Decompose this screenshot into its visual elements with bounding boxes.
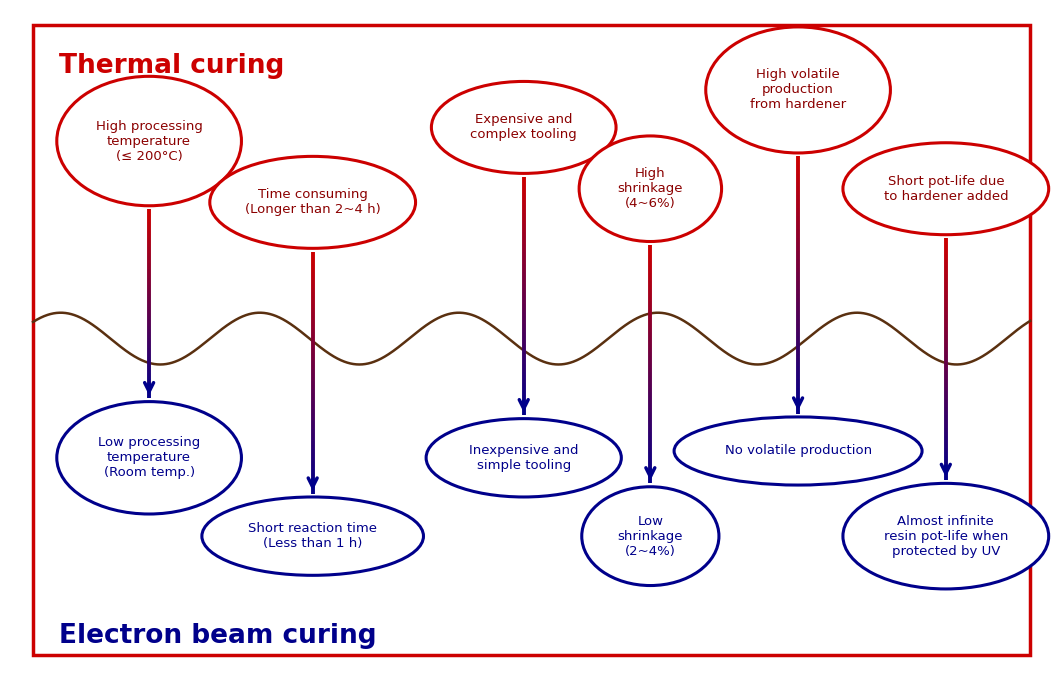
Text: Time consuming
(Longer than 2~4 h): Time consuming (Longer than 2~4 h) xyxy=(244,188,381,216)
Ellipse shape xyxy=(582,487,719,586)
Ellipse shape xyxy=(202,497,423,575)
Text: Low processing
temperature
(Room temp.): Low processing temperature (Room temp.) xyxy=(98,436,200,479)
Ellipse shape xyxy=(57,402,241,514)
Ellipse shape xyxy=(843,143,1048,235)
Ellipse shape xyxy=(432,81,616,174)
Ellipse shape xyxy=(57,77,241,206)
Text: Expensive and
complex tooling: Expensive and complex tooling xyxy=(471,114,577,142)
Ellipse shape xyxy=(209,157,416,248)
Ellipse shape xyxy=(426,419,621,497)
Ellipse shape xyxy=(843,484,1048,589)
Text: Low
shrinkage
(2~4%): Low shrinkage (2~4%) xyxy=(618,514,683,557)
Text: Thermal curing: Thermal curing xyxy=(59,53,285,79)
Text: Short reaction time
(Less than 1 h): Short reaction time (Less than 1 h) xyxy=(249,522,378,550)
Text: High
shrinkage
(4~6%): High shrinkage (4~6%) xyxy=(618,167,683,210)
Ellipse shape xyxy=(706,27,891,153)
Text: Short pot-life due
to hardener added: Short pot-life due to hardener added xyxy=(883,174,1008,202)
Text: High processing
temperature
(≤ 200°C): High processing temperature (≤ 200°C) xyxy=(95,120,202,163)
Ellipse shape xyxy=(674,417,923,485)
Text: No volatile production: No volatile production xyxy=(725,445,872,458)
Text: Electron beam curing: Electron beam curing xyxy=(59,623,377,649)
Text: Almost infinite
resin pot-life when
protected by UV: Almost infinite resin pot-life when prot… xyxy=(883,514,1008,557)
Text: High volatile
production
from hardener: High volatile production from hardener xyxy=(750,68,846,111)
Text: Inexpensive and
simple tooling: Inexpensive and simple tooling xyxy=(469,444,579,472)
Ellipse shape xyxy=(579,136,722,241)
